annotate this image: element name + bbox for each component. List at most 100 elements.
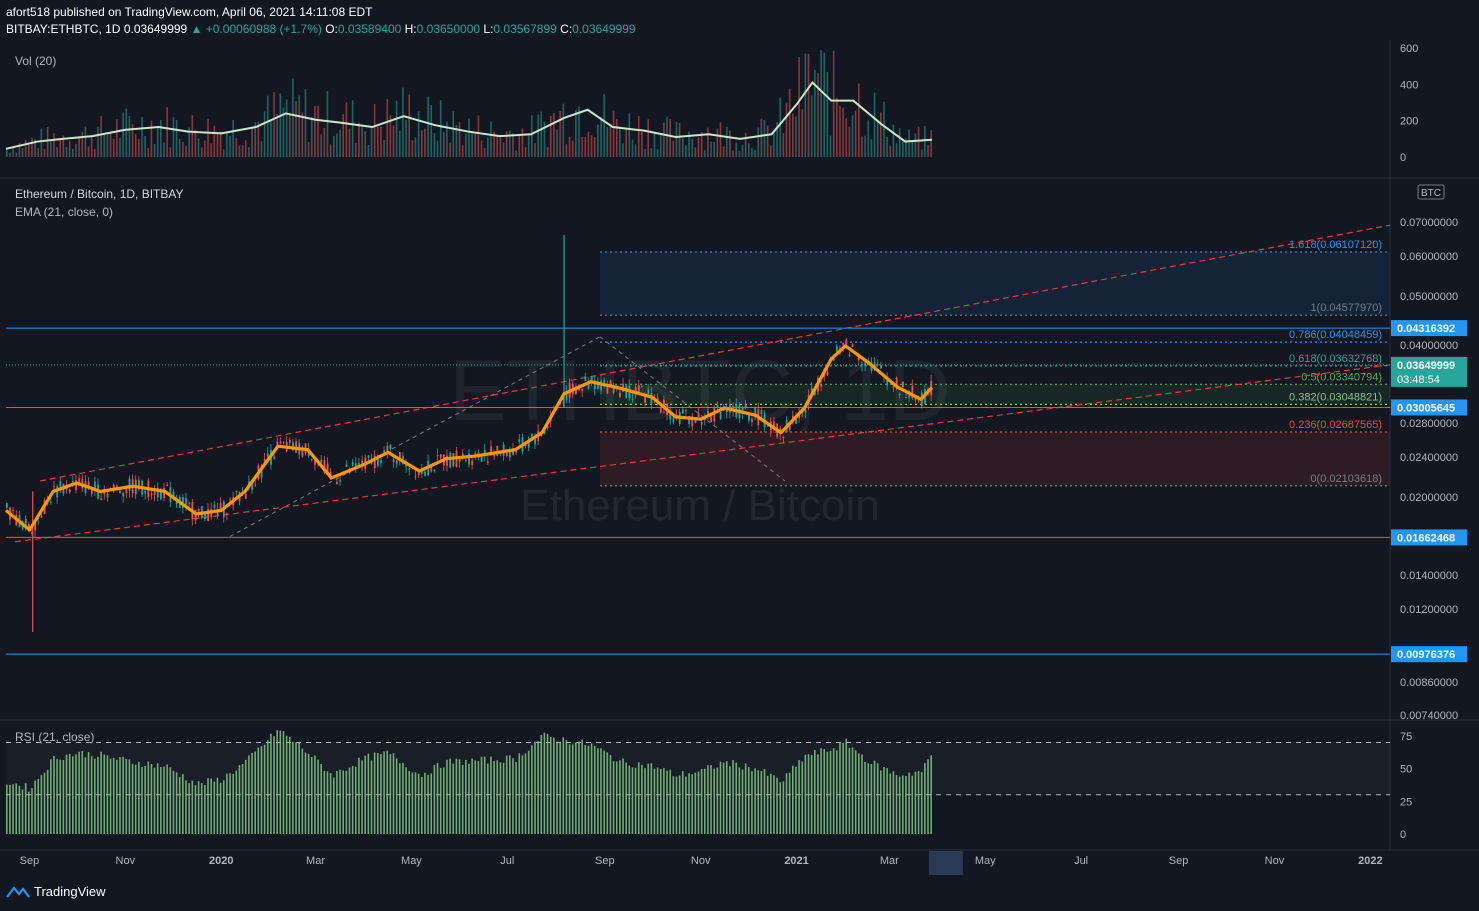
ema-line[interactable] [4, 344, 934, 532]
rsi-bar [515, 762, 517, 834]
candle-body [685, 410, 687, 412]
volume-bar [663, 122, 665, 157]
volume-bar [207, 118, 209, 157]
channel-lower-line[interactable] [14, 364, 1391, 543]
candle-body [531, 434, 533, 439]
rsi-bar [927, 759, 929, 834]
candle-body [487, 461, 489, 463]
price-countdown-text: 03:48:54 [1397, 374, 1440, 386]
rsi-bar [914, 771, 917, 834]
rsi-bar [691, 774, 693, 834]
rsi-bar [663, 768, 665, 834]
rsi-bar [15, 783, 18, 834]
price-axis-tick: 0.01400000 [1400, 570, 1458, 582]
volume-bar [782, 133, 785, 157]
rsi-bar [537, 741, 539, 834]
volume-bar [90, 135, 93, 157]
rsi-bar [24, 783, 27, 834]
price-axis-tick: 0.00860000 [1400, 677, 1458, 689]
rsi-bar [94, 758, 96, 834]
rsi-bar [493, 761, 495, 834]
rsi-bar [81, 750, 84, 834]
candle-body [880, 366, 882, 369]
volume-bar [424, 128, 426, 157]
rsi-bar [653, 768, 656, 834]
price-pane[interactable]: 1.618(0.06107120) 1(0.04577970) 0.786(0.04… [4, 224, 1391, 655]
rsi-bar [439, 767, 442, 834]
candle-body [144, 490, 147, 494]
volume-bar [53, 133, 55, 157]
trend-diagonal-2[interactable] [599, 336, 786, 482]
rsi-bar [861, 754, 863, 834]
rsi-bar [845, 738, 848, 834]
rsi-bar [792, 765, 794, 834]
volume-bar [757, 127, 760, 157]
volume-bar [631, 139, 634, 157]
rsi-bar [851, 747, 854, 834]
rsi-bar [43, 772, 46, 834]
volume-bar [700, 132, 703, 157]
candle-body [408, 468, 411, 470]
rsi-bar [62, 759, 65, 834]
ema-title[interactable]: EMA (21, close, 0) [15, 205, 114, 219]
volume-bar [924, 125, 926, 157]
fib-label-0.786: 0.786(0.04048459) [1289, 329, 1382, 341]
volume-bar [609, 123, 612, 157]
candle-body [590, 376, 593, 382]
rsi-bar [317, 759, 319, 834]
rsi-pane[interactable]: 75 50 25 0 [6, 730, 1412, 841]
volume-pane[interactable]: 600 400 200 0 [5, 43, 1418, 164]
rsi-bar [817, 754, 819, 834]
rsi-title[interactable]: RSI (21, close) [15, 730, 95, 744]
volume-bar [776, 122, 778, 157]
candle-body [90, 489, 93, 494]
rsi-bar [524, 753, 527, 834]
rsi-bar [700, 768, 703, 834]
symbol-label[interactable]: BITBAY:ETHBTC, 1D [6, 22, 121, 36]
channel-upper-line[interactable] [39, 224, 1391, 482]
main-title[interactable]: Ethereum / Bitcoin, 1D, BITBAY [15, 187, 184, 201]
rsi-bar [886, 768, 888, 834]
trend-diagonal-1[interactable] [229, 336, 601, 537]
volume-bar [927, 144, 929, 157]
volume-bar [292, 78, 294, 157]
candle-body [323, 460, 326, 473]
volume-bar [612, 110, 615, 157]
volume-bar [597, 124, 599, 157]
volume-bar [694, 147, 697, 157]
candle-body [691, 416, 694, 427]
volume-bar [741, 144, 744, 157]
rsi-bar [725, 761, 728, 834]
time-axis-tick: Sep [595, 855, 615, 867]
candle-body [641, 385, 643, 387]
volume-bar [747, 143, 750, 157]
time-axis-tick: Sep [1169, 855, 1189, 867]
time-axis-tick: Mar [880, 855, 899, 867]
candle-body [329, 472, 332, 475]
footer-brand[interactable]: TradingView [6, 884, 106, 899]
volume-bar [920, 149, 923, 157]
rsi-bar [367, 753, 370, 834]
rsi-bar [288, 736, 291, 834]
candle-body [87, 481, 90, 489]
volume-bar [817, 73, 819, 157]
candle-body [254, 484, 257, 486]
rsi-bar [807, 754, 810, 834]
rsi-bar [854, 750, 857, 834]
volume-title[interactable]: Vol (20) [15, 54, 57, 68]
volume-bar [417, 111, 420, 157]
volume-bar [81, 131, 84, 157]
candle-body [354, 463, 357, 469]
rsi-bar [72, 756, 74, 834]
candle-body [263, 459, 266, 464]
rsi-bar [521, 755, 524, 834]
candle-body [814, 389, 816, 395]
rsi-bar [666, 770, 668, 834]
rsi-axis-tick: 50 [1400, 764, 1412, 776]
candle-body [546, 425, 549, 429]
volume-bar [735, 142, 738, 157]
time-axis-tick: Nov [1265, 855, 1285, 867]
candle-body [301, 447, 304, 457]
volume-bar [166, 107, 168, 157]
